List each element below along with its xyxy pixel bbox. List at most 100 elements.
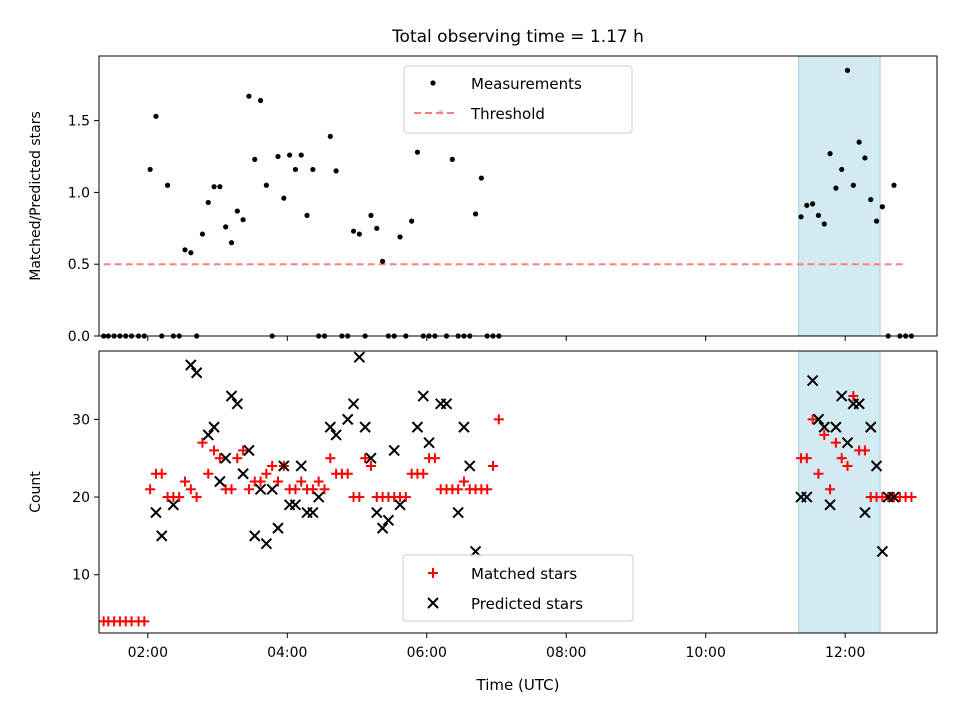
ratio-panel: 0.0 0.5 1.0 1.5 Total observing time = 1.17… — [28, 27, 938, 345]
measurement-point — [223, 224, 229, 230]
measurement-point — [257, 97, 264, 104]
measurement-point — [850, 182, 856, 188]
count-legend-box — [402, 554, 634, 622]
y-tick-label: 1.5 — [68, 114, 90, 130]
matched-star-point — [272, 476, 283, 487]
legend-marker-matched — [428, 568, 438, 578]
ratio-x-ticks — [147, 336, 846, 341]
measurement-point — [327, 133, 333, 140]
predicted-star-point — [376, 522, 389, 534]
x-tick-label: 04:00 — [267, 645, 307, 661]
matched-star-point — [180, 476, 191, 487]
observing-window-band — [798, 55, 881, 337]
predicted-stars-points — [150, 351, 900, 558]
measurement-point — [839, 166, 845, 173]
matched-star-point — [807, 414, 818, 425]
legend-label-predicted: Predicted stars — [471, 595, 583, 613]
measurement-points — [101, 67, 915, 339]
matched-star-point — [307, 484, 318, 495]
predicted-star-point — [231, 398, 244, 410]
matched-star-point — [145, 484, 156, 495]
predicted-star-point — [411, 421, 424, 433]
matched-star-point — [365, 460, 376, 471]
x-tick-label: 06:00 — [407, 645, 447, 661]
measurement-point — [844, 67, 851, 73]
measurement-point — [891, 182, 897, 188]
ratio-y-ticks: 0.0 0.5 1.0 1.5 — [68, 114, 99, 345]
legend-label-threshold: Threshold — [470, 105, 545, 123]
matched-star-point — [243, 484, 254, 495]
measurement-point — [833, 185, 839, 191]
predicted-star-point — [289, 499, 302, 511]
predicted-star-point — [382, 514, 395, 527]
measurement-point — [147, 166, 153, 173]
matched-star-point — [290, 484, 301, 495]
predicted-star-point — [824, 499, 836, 511]
measurement-point — [205, 199, 211, 206]
predicted-star-point — [417, 390, 429, 402]
measurement-point — [228, 240, 235, 246]
measurement-point — [374, 225, 380, 231]
predicted-star-point — [440, 398, 453, 410]
matched-star-point — [209, 445, 220, 456]
predicted-star-point — [312, 491, 325, 503]
ratio-legend-box — [403, 65, 633, 134]
predicted-star-point — [365, 452, 377, 464]
x-tick-label: 12:00 — [825, 645, 865, 661]
measurement-point — [827, 151, 833, 157]
matched-star-point — [801, 453, 812, 464]
measurement-point — [298, 152, 304, 158]
predicted-star-point — [214, 475, 226, 488]
predicted-star-point — [156, 530, 168, 542]
predicted-star-point — [859, 506, 871, 519]
matched-star-point — [859, 445, 870, 456]
predicted-star-point — [818, 421, 830, 433]
predicted-star-point — [371, 506, 383, 519]
predicted-star-point — [190, 367, 203, 379]
matched-star-point — [848, 391, 859, 402]
matched-star-point — [819, 429, 830, 440]
measurement-point — [304, 212, 310, 218]
predicted-star-point — [167, 499, 180, 511]
matched-star-point — [174, 492, 185, 503]
predicted-star-point — [307, 506, 319, 519]
measurement-point — [263, 182, 269, 188]
predicted-star-point — [841, 436, 854, 449]
matched-star-point — [197, 437, 208, 448]
matched-star-point — [488, 460, 499, 471]
legend-label-measurements: Measurements — [471, 75, 582, 93]
matched-star-point — [156, 468, 167, 479]
predicted-star-point — [266, 483, 278, 495]
ratio-panel-frame — [98, 55, 938, 337]
predicted-star-point — [347, 398, 360, 410]
matched-star-point — [267, 460, 278, 471]
predicted-star-point — [185, 359, 197, 371]
predicted-star-point — [295, 460, 307, 472]
x-tick-label: 08:00 — [546, 645, 586, 661]
measurement-point — [862, 155, 868, 161]
measurement-point — [211, 184, 217, 190]
measurement-point — [856, 139, 862, 145]
count-x-ticks: 02:00 04:00 06:00 08:00 10:00 12:00 — [128, 633, 865, 661]
measurement-point — [310, 166, 316, 173]
chart-title: Total observing time = 1.17 h — [391, 27, 644, 47]
measurement-point — [240, 217, 246, 223]
x-axis-label: Time (UTC) — [476, 676, 560, 694]
measurement-point — [252, 156, 258, 162]
legend-marker-measurements — [430, 80, 436, 86]
count-panel-frame — [98, 350, 938, 634]
predicted-star-point — [830, 421, 842, 433]
predicted-star-point — [202, 429, 214, 441]
legend-label-matched: Matched stars — [471, 565, 577, 583]
y-tick-label: 10 — [72, 568, 90, 584]
measurement-point — [379, 258, 386, 264]
matched-star-point — [226, 484, 237, 495]
matched-star-point — [813, 468, 824, 479]
predicted-star-point — [359, 421, 371, 433]
y-tick-label: 20 — [72, 490, 90, 506]
predicted-star-point — [353, 351, 366, 363]
measurement-point — [153, 113, 159, 119]
y-tick-label: 0.5 — [68, 257, 90, 273]
predicted-star-point — [272, 522, 284, 534]
